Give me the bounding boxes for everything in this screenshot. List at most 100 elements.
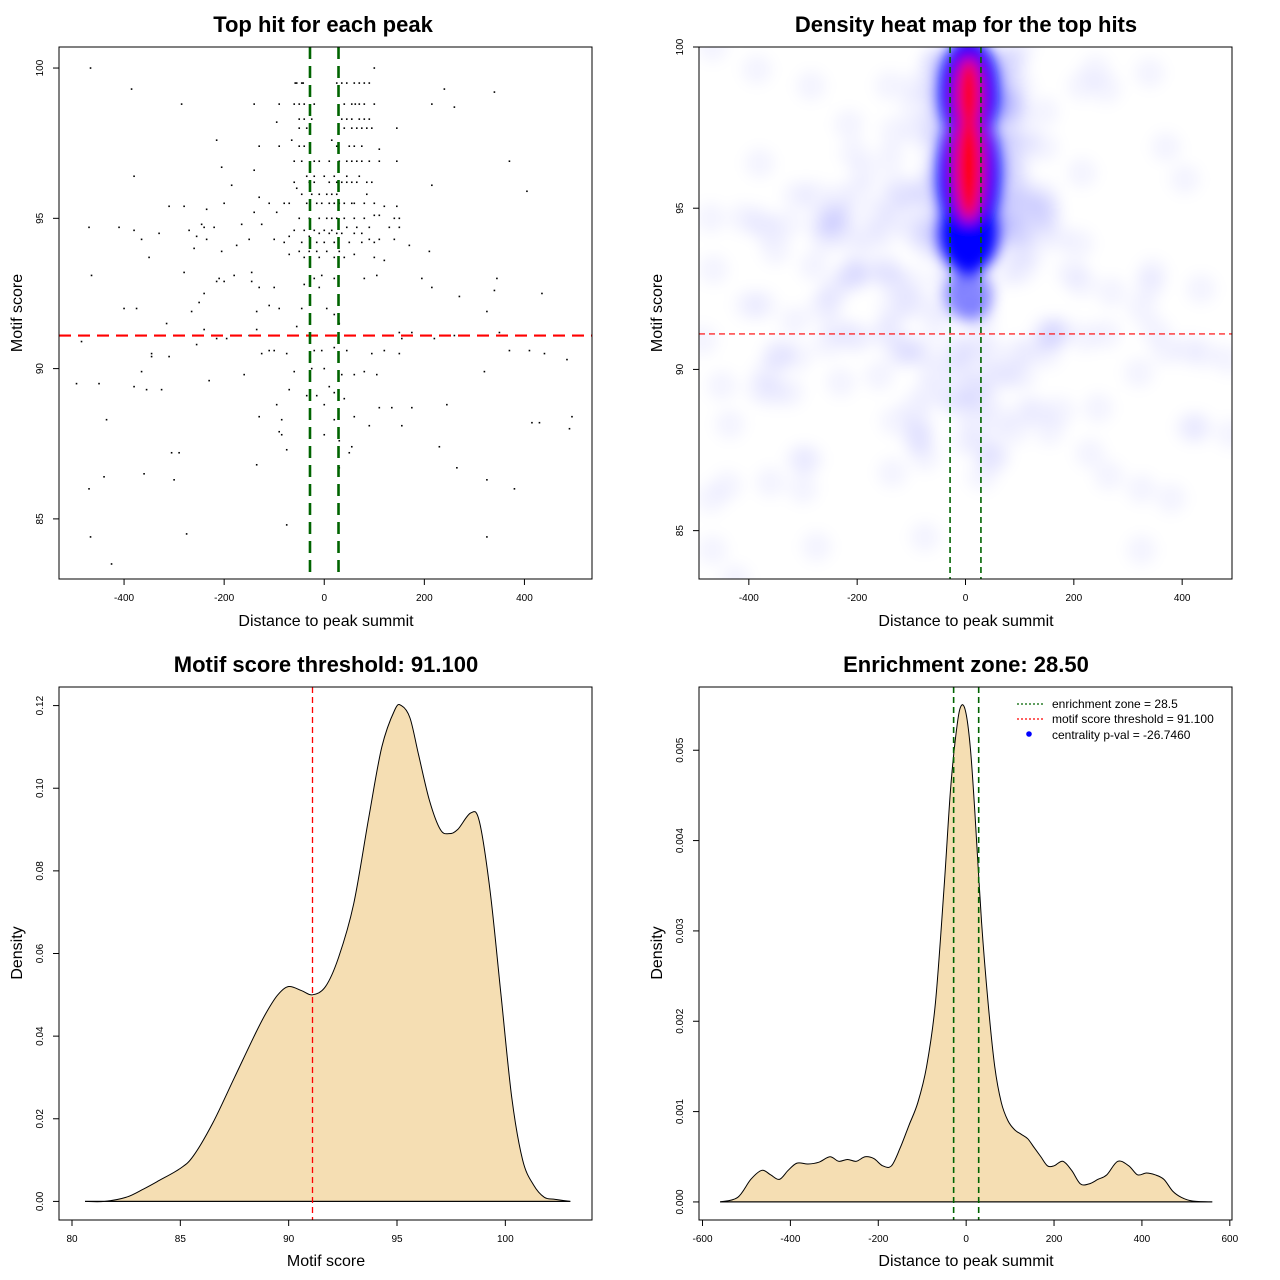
- heatmap-density-blob: [760, 235, 791, 266]
- scatter-point: [318, 286, 321, 289]
- scatter-point: [338, 250, 341, 253]
- heatmap-density-blob: [747, 289, 778, 320]
- heatmap-density-blob: [874, 70, 905, 101]
- scatter-point: [363, 82, 366, 84]
- scatter-point: [248, 238, 250, 241]
- scatter-point: [223, 280, 225, 283]
- scatter-point: [343, 217, 346, 220]
- scatter-point: [260, 352, 263, 355]
- heatmap-density-blob: [798, 251, 829, 282]
- scatter-point: [250, 280, 253, 283]
- scatter-point: [298, 145, 301, 147]
- scatter-point: [280, 433, 283, 436]
- heatmap-panel: Density heat map for the top hits -400 -2…: [649, 12, 1233, 630]
- scatter-point: [428, 250, 431, 253]
- scatter-point: [200, 223, 203, 226]
- scatter-point: [313, 277, 316, 280]
- scatter-point: [368, 424, 371, 427]
- y-tick-label: 0.08: [35, 861, 46, 881]
- scatter-point: [320, 274, 323, 277]
- scatter-point: [333, 277, 336, 280]
- scatter-plot-frame: [58, 46, 593, 580]
- scatter-point: [411, 406, 413, 409]
- scatter-point: [250, 271, 253, 274]
- scatter-point: [378, 148, 381, 150]
- scatter-point: [285, 524, 288, 526]
- scatter-point: [388, 226, 391, 229]
- scatter-point: [421, 277, 423, 280]
- scatter-point: [215, 280, 218, 283]
- scatter-point: [323, 403, 326, 406]
- heatmap-density-blob: [793, 444, 824, 475]
- scatter-point: [345, 118, 348, 120]
- heatmap-density-blob: [774, 376, 805, 407]
- heatmap-density-blob: [974, 335, 1005, 366]
- scatter-point: [335, 82, 338, 84]
- scatter-point: [340, 232, 343, 235]
- heatmap-density-blob: [825, 367, 856, 398]
- scatter-point: [333, 256, 336, 259]
- heatmap-density-blob: [1007, 254, 1038, 285]
- heatmap-density-blob: [999, 48, 1030, 79]
- x-tick-label: -400: [780, 1234, 800, 1245]
- heatmap-density-blob: [1126, 293, 1157, 324]
- scatter-point: [335, 232, 338, 235]
- distance-density-panel: Enrichment zone: 28.50 -600 -400 -200 0 200 4…: [649, 652, 1239, 1270]
- scatter-point: [363, 103, 366, 105]
- scatter-point: [275, 211, 278, 214]
- heatmap-density-blob: [1134, 57, 1165, 88]
- scatter-point: [323, 433, 326, 436]
- scatter-point: [360, 127, 363, 129]
- scatter-point: [323, 241, 326, 244]
- scatter-point: [260, 223, 263, 226]
- heatmap-density-blob: [882, 338, 913, 369]
- scatter-point: [103, 476, 105, 478]
- x-tick-label: -600: [693, 1234, 713, 1245]
- scatter-point: [180, 103, 183, 105]
- y-tick-label: 0.00: [35, 1191, 46, 1211]
- x-tick-label: 100: [497, 1234, 514, 1245]
- scatter-point: [310, 367, 313, 370]
- scatter-point: [571, 415, 573, 418]
- scatter-point: [358, 175, 361, 178]
- scatter-point: [315, 394, 318, 397]
- scatter-point: [285, 352, 288, 355]
- heatmap-density-blob: [1075, 438, 1106, 469]
- scatter-point: [133, 385, 135, 388]
- scatter-point: [225, 337, 228, 340]
- scatter-point: [110, 563, 113, 565]
- y-tick-label: 0.06: [35, 943, 46, 963]
- heatmap-density-blob: [920, 309, 951, 340]
- scatter-point: [350, 127, 353, 129]
- scatter-point: [295, 325, 298, 328]
- scatter-point: [89, 536, 92, 538]
- scatter-point: [315, 250, 318, 253]
- scatter-point: [88, 488, 90, 490]
- scatter-point: [526, 190, 528, 193]
- scatter-point: [298, 118, 301, 120]
- scatter-point: [508, 349, 511, 352]
- scatter-point: [365, 181, 368, 184]
- scatter-point: [160, 388, 163, 391]
- scatter-point: [431, 286, 433, 289]
- scatter-point: [373, 67, 376, 69]
- scatter-point: [398, 226, 401, 229]
- scatter-point: [255, 310, 258, 313]
- scatter-point: [258, 145, 260, 147]
- scatter-point: [378, 238, 381, 241]
- scatter-point: [308, 250, 311, 253]
- heatmap-density-blob: [699, 325, 718, 356]
- heatmap-density-blob: [1215, 418, 1232, 449]
- heatmap-density-blob: [839, 228, 870, 259]
- scatter-point: [528, 349, 531, 352]
- heatmap-density-blob: [874, 141, 905, 172]
- scatter-point: [223, 202, 225, 205]
- x-tick-label: 0: [963, 1234, 969, 1245]
- scatter-point: [308, 235, 311, 238]
- scatter-point: [213, 226, 215, 229]
- distance-density-plot-frame: [698, 686, 1233, 1221]
- score-density-plot-area: [84, 703, 571, 1203]
- distance-density-y-label: Density: [649, 926, 666, 979]
- scatter-point: [393, 217, 396, 220]
